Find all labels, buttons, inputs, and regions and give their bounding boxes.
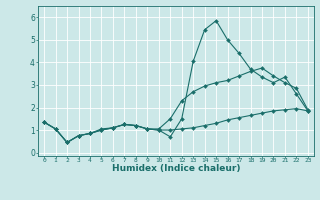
X-axis label: Humidex (Indice chaleur): Humidex (Indice chaleur) [112, 164, 240, 173]
